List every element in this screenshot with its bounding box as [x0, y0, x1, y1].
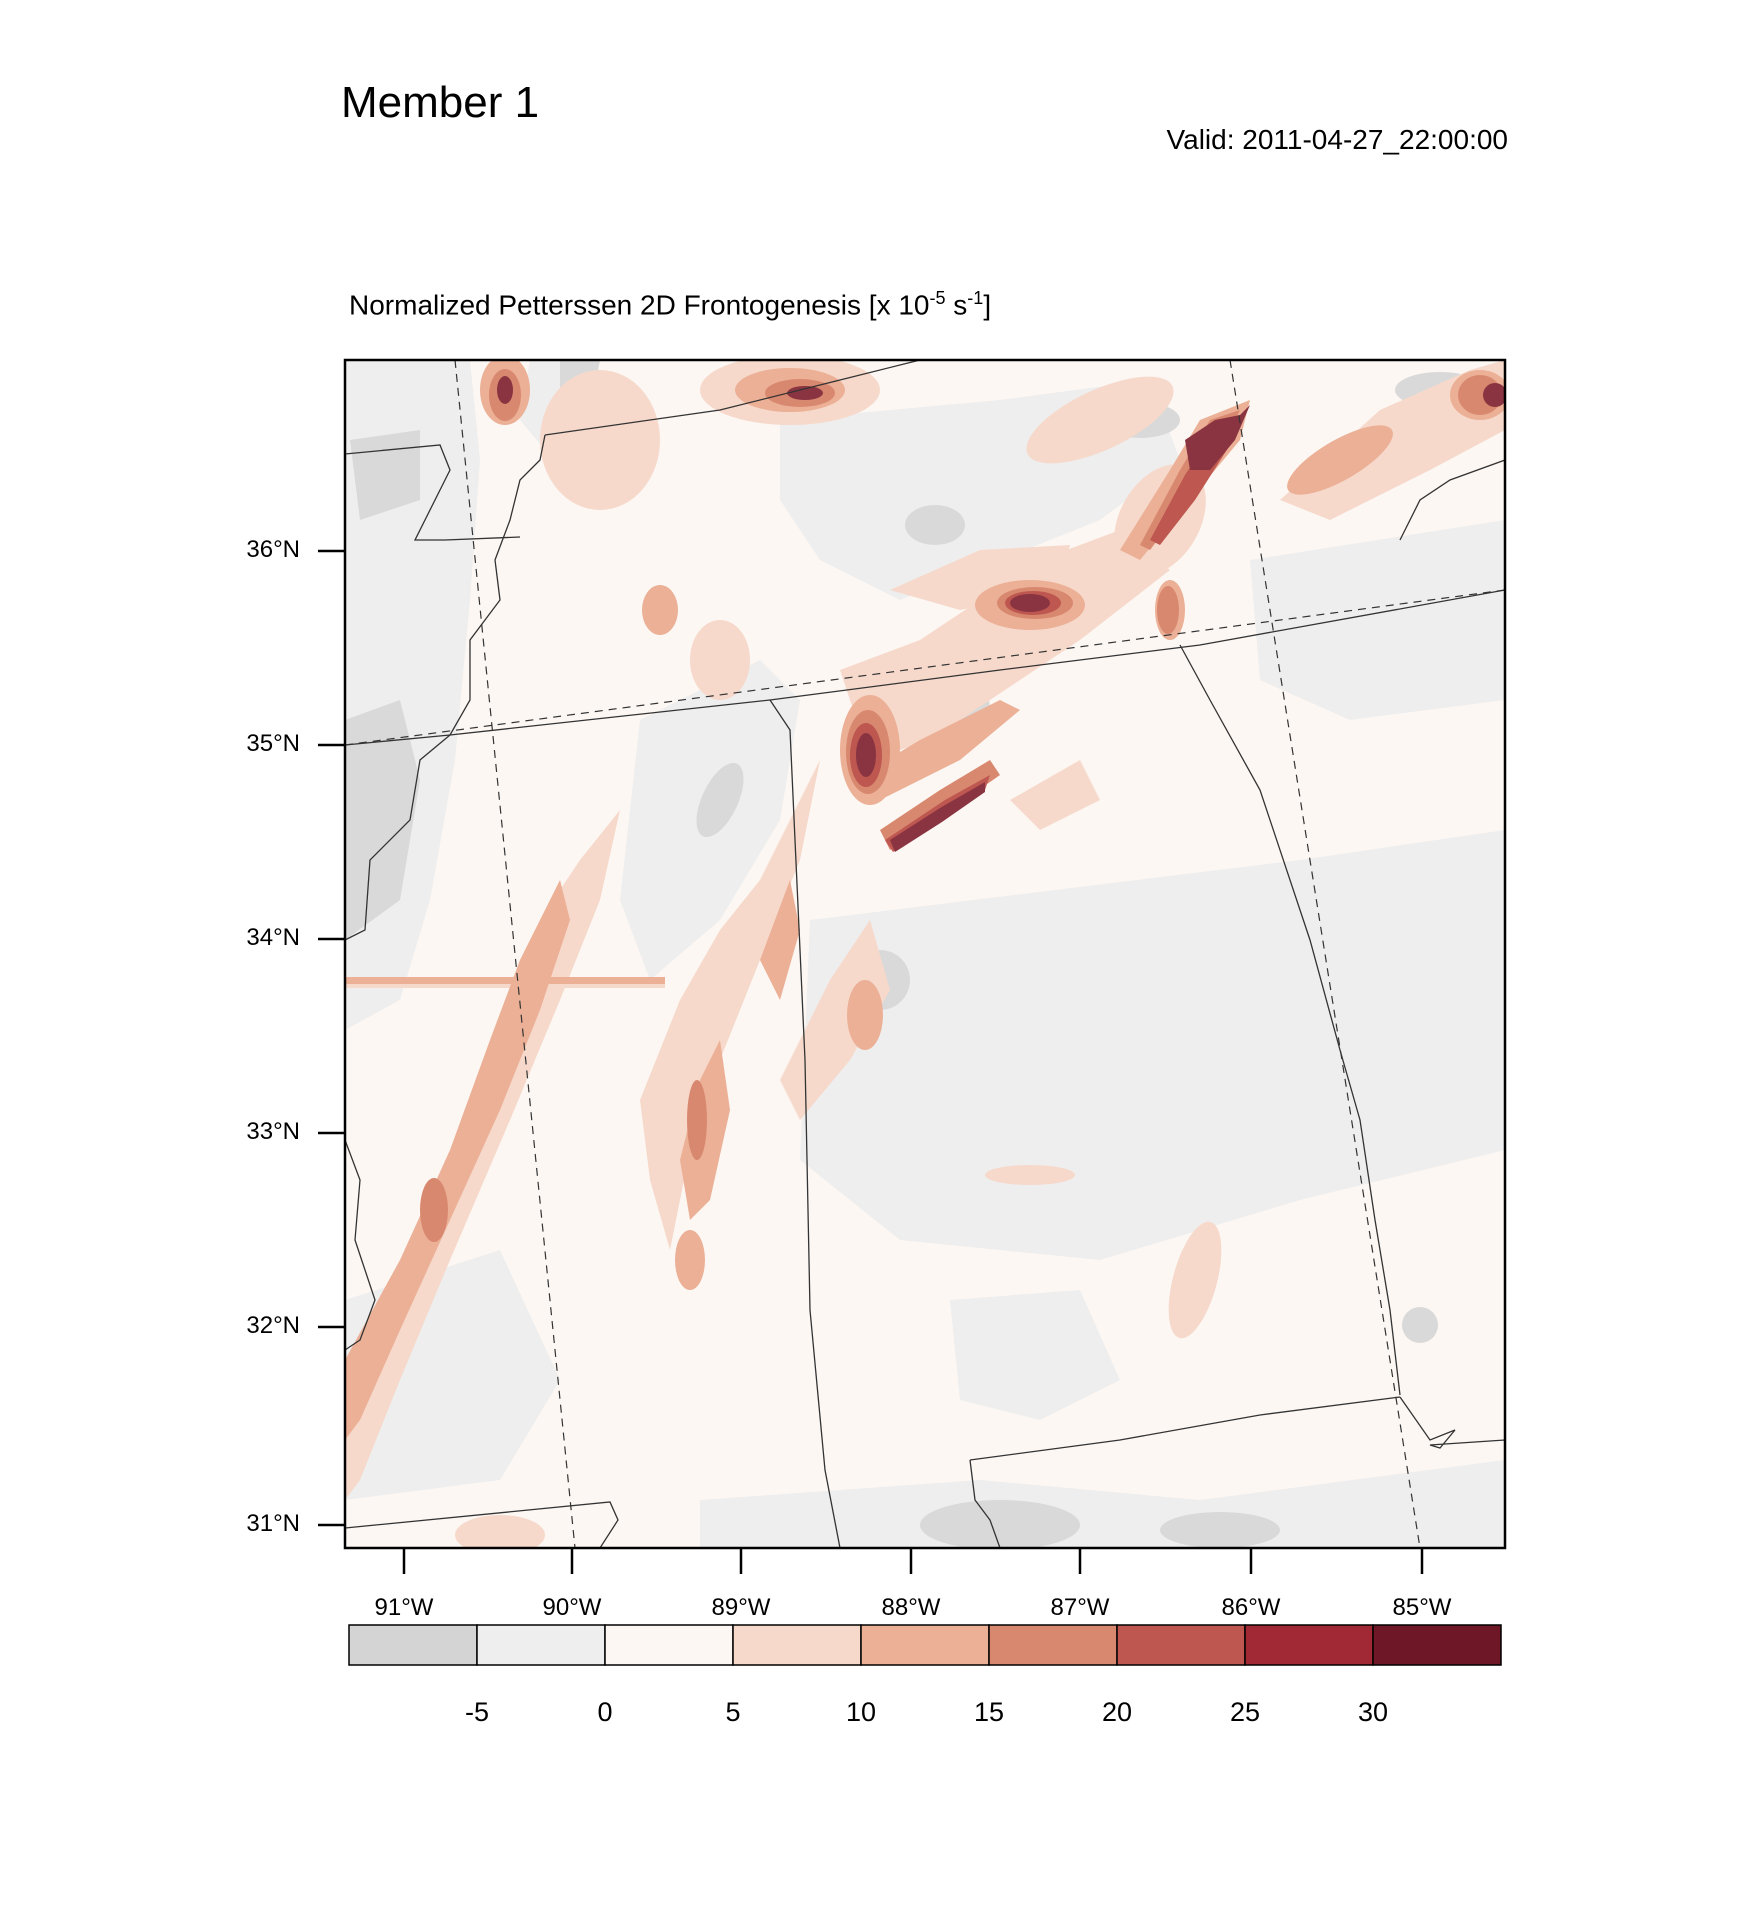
lat-label-33: 33°N	[246, 1118, 300, 1145]
colorbar-label-15: 15	[973, 1697, 1005, 1727]
colorbar-box-4	[860, 1624, 990, 1666]
colorbar-label-20: 20	[1101, 1697, 1133, 1727]
plot-title-end: ]	[983, 289, 992, 321]
map-frame	[343, 358, 1507, 1550]
lon-label-91: 91°W	[374, 1594, 434, 1621]
lon-label-88: 88°W	[881, 1594, 941, 1621]
lat-ticks	[318, 549, 345, 1527]
colorbar-box-8	[1372, 1624, 1502, 1666]
lon-label-90: 90°W	[542, 1594, 602, 1621]
colorbar-label-neg5: -5	[464, 1697, 489, 1727]
colorbar-label-25: 25	[1229, 1697, 1261, 1727]
lat-label-32: 32°N	[246, 1312, 300, 1339]
plot-title-main: Normalized Petterssen 2D Frontogenesis […	[349, 289, 930, 321]
lon-ticks	[402, 1548, 1424, 1574]
colorbar-label-30: 30	[1357, 1697, 1389, 1727]
colorbar-box-2	[604, 1624, 734, 1666]
frontogenesis-30	[497, 376, 1505, 852]
lon-label-86: 86°W	[1221, 1594, 1281, 1621]
colorbar-box-3	[732, 1624, 862, 1666]
plot-title-mid: s	[945, 289, 968, 321]
colorbar	[348, 1624, 1502, 1666]
lon-label-87: 87°W	[1050, 1594, 1110, 1621]
lat-label-34: 34°N	[246, 924, 300, 951]
member-title: Member 1	[341, 78, 540, 127]
colorbar-box-5	[988, 1624, 1118, 1666]
colorbar-box-1	[476, 1624, 606, 1666]
colorbar-box-0	[348, 1624, 478, 1666]
negative-regions	[345, 360, 1505, 1548]
colorbar-box-7	[1244, 1624, 1374, 1666]
colorbar-label-0: 0	[597, 1697, 613, 1727]
lon-label-85: 85°W	[1392, 1594, 1452, 1621]
colorbar-label-5: 5	[725, 1697, 741, 1727]
plot-title-exp1: -5	[929, 288, 946, 308]
plot-title: Normalized Petterssen 2D Frontogenesis […	[349, 288, 991, 321]
lat-label-35: 35°N	[246, 730, 300, 757]
colorbar-label-10: 10	[845, 1697, 877, 1727]
lat-label-36: 36°N	[246, 536, 300, 563]
valid-time: Valid: 2011-04-27_22:00:00	[1166, 124, 1508, 155]
colorbar-box-6	[1116, 1624, 1246, 1666]
lon-label-89: 89°W	[711, 1594, 771, 1621]
plot-title-exp2: -1	[967, 288, 984, 308]
graticule	[345, 360, 1505, 1548]
map-field	[345, 360, 1505, 1548]
state-borders	[345, 360, 1505, 1548]
lat-label-31: 31°N	[246, 1510, 300, 1537]
